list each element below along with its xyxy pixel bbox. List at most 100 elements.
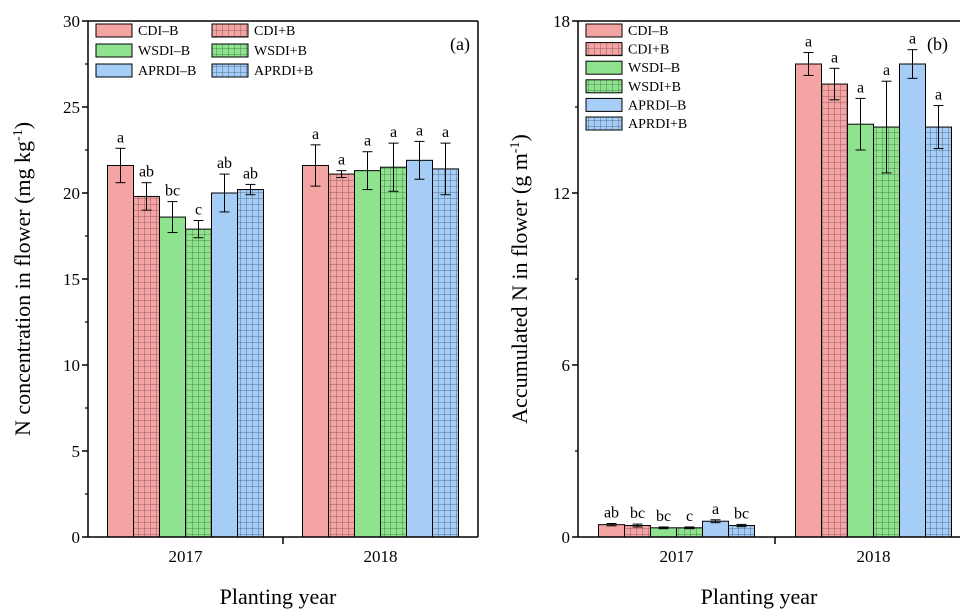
y-axis-label-sup: -1 (508, 142, 523, 154)
y-tick-label: 12 (553, 184, 570, 203)
legend-label: APRDI+B (254, 64, 313, 79)
y-tick-label: 25 (63, 98, 80, 117)
bar-2018-5 (925, 126, 952, 538)
bar-2018-5 (432, 168, 459, 538)
x-tick-label: 2017 (660, 547, 695, 566)
y-axis-label-end: ) (10, 122, 35, 129)
legend-swatch (211, 63, 249, 78)
legend-swatch (585, 42, 623, 57)
y-tick-label: 18 (553, 12, 570, 31)
significance-letter: a (712, 501, 719, 518)
legend-label: CDI+B (628, 43, 669, 58)
significance-letter: bc (630, 505, 645, 522)
y-tick-label: 15 (63, 270, 80, 289)
significance-letter: a (935, 87, 942, 104)
bar-2017-2 (650, 527, 677, 538)
legend-swatch (585, 79, 623, 94)
significance-letter: a (416, 122, 423, 139)
bar-2018-0 (302, 164, 329, 538)
x-tick-label: 2018 (364, 547, 398, 566)
significance-letter: a (390, 124, 397, 141)
bar-2018-3 (380, 166, 407, 538)
legend-label: APRDI–B (138, 64, 196, 79)
bar-2017-5 (728, 525, 755, 538)
significance-letter: a (364, 133, 371, 150)
y-tick-label: 0 (562, 528, 571, 547)
bar-2018-2 (354, 170, 381, 538)
significance-letter: a (909, 31, 916, 48)
legend-swatch (211, 43, 249, 58)
y-tick-label: 6 (562, 356, 571, 375)
significance-letter: ab (604, 505, 619, 522)
significance-letter: a (831, 49, 838, 66)
bar-2017-0 (598, 524, 625, 538)
x-tick-label: 2018 (857, 547, 891, 566)
significance-letter: a (117, 129, 124, 146)
significance-letter: ab (217, 155, 232, 172)
significance-letter: a (312, 126, 319, 143)
x-axis-label: Planting year (220, 584, 337, 609)
y-axis-label: Accumulated N in flower (g m-1) (507, 134, 532, 424)
legend-label: WSDI+B (254, 44, 307, 59)
legend-swatch (95, 43, 133, 58)
y-axis-label-main: N concentration in flower (mg kg (10, 141, 35, 436)
y-axis-label-main: Accumulated N in flower (g m (507, 153, 532, 424)
significance-letter: c (686, 508, 693, 525)
bar-2017-1 (133, 195, 160, 538)
y-axis-label-end: ) (507, 134, 532, 141)
legend-label: CDI–B (628, 24, 668, 39)
significance-letter: ab (139, 164, 154, 181)
bar-2018-4 (406, 159, 433, 538)
legend-label: CDI+B (254, 24, 295, 39)
legend-label: WSDI+B (628, 80, 681, 95)
bar-2018-3 (873, 126, 900, 538)
legend-label: WSDI–B (628, 61, 680, 76)
bar-2017-4 (211, 192, 238, 538)
bar-2018-4 (899, 63, 926, 538)
bar-2018-1 (328, 173, 355, 538)
bar-2017-3 (185, 228, 212, 538)
significance-letter: bc (165, 183, 180, 200)
bar-2017-4 (702, 520, 729, 538)
legend-swatch (585, 97, 623, 112)
significance-letter: ab (243, 165, 258, 182)
legend-swatch (585, 116, 623, 131)
x-axis-label: Planting year (701, 584, 818, 609)
significance-letter: a (338, 152, 345, 169)
bar-2017-0 (107, 164, 134, 538)
significance-letter: bc (734, 505, 749, 522)
significance-letter: a (805, 34, 812, 51)
y-tick-label: 20 (63, 184, 80, 203)
bar-2018-1 (821, 83, 848, 538)
legend-swatch (211, 23, 249, 38)
significance-letter: a (442, 124, 449, 141)
legend-label: APRDI+B (628, 117, 687, 132)
legend-label: WSDI–B (138, 44, 190, 59)
y-axis-label-sup: -1 (11, 129, 26, 141)
bar-2018-0 (795, 63, 822, 538)
legend-swatch (585, 60, 623, 75)
y-tick-label: 30 (63, 12, 80, 31)
bar-2017-5 (237, 189, 264, 538)
x-tick-label: 2017 (169, 547, 204, 566)
legend-swatch (95, 63, 133, 78)
legend-swatch (585, 23, 623, 38)
y-tick-label: 10 (63, 356, 80, 375)
significance-letter: c (195, 202, 202, 219)
significance-letter: bc (656, 508, 671, 525)
significance-letter: a (883, 62, 890, 79)
legend-label: CDI–B (138, 24, 178, 39)
bar-2017-2 (159, 216, 186, 538)
significance-letter: a (857, 79, 864, 96)
legend-swatch (95, 23, 133, 38)
bar-2017-3 (676, 527, 703, 538)
legend-label: APRDI–B (628, 98, 686, 113)
bar-2018-2 (847, 123, 874, 538)
panel-label: (b) (927, 34, 948, 55)
panel-label: (a) (450, 34, 470, 55)
y-tick-label: 5 (72, 442, 81, 461)
y-tick-label: 0 (72, 528, 81, 547)
